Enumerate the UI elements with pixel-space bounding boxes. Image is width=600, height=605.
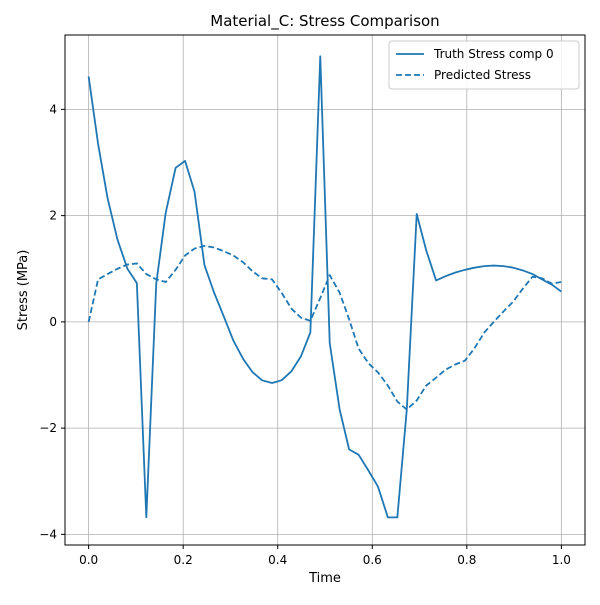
y-tick-label: −4 — [39, 527, 57, 541]
grid-layer — [65, 35, 585, 545]
series-line-predicted — [87, 245, 562, 411]
x-tick-label: 0.2 — [174, 553, 193, 567]
y-tick-label: 2 — [49, 209, 57, 223]
legend-box — [388, 40, 580, 90]
x-tick-label: 0.6 — [363, 553, 382, 567]
series-layer — [87, 55, 562, 519]
plot-frame — [64, 34, 586, 546]
x-tick-label: 0.8 — [457, 553, 476, 567]
y-tick-label: −2 — [39, 421, 57, 435]
legend: Truth Stress comp 0 Predicted Stress — [388, 40, 580, 90]
y-axis-label: Stress (MPa) — [16, 250, 31, 331]
y-tick-label: 0 — [49, 315, 57, 329]
y-tick-label: 4 — [49, 102, 57, 116]
legend-label-predicted: Predicted Stress — [434, 68, 531, 82]
x-tick-label: 1.0 — [552, 553, 571, 567]
x-tick-label: 0.4 — [268, 553, 287, 567]
chart-title: Material_C: Stress Comparison — [210, 12, 439, 31]
x-tick-label: 0.0 — [79, 553, 98, 567]
tick-layer: 0.0 0.2 0.4 0.6 0.8 1.0 −4 −2 0 2 4 — [39, 102, 571, 567]
x-axis-label: Time — [308, 571, 341, 586]
legend-label-truth: Truth Stress comp 0 — [433, 47, 554, 61]
series-line-truth — [87, 55, 562, 519]
